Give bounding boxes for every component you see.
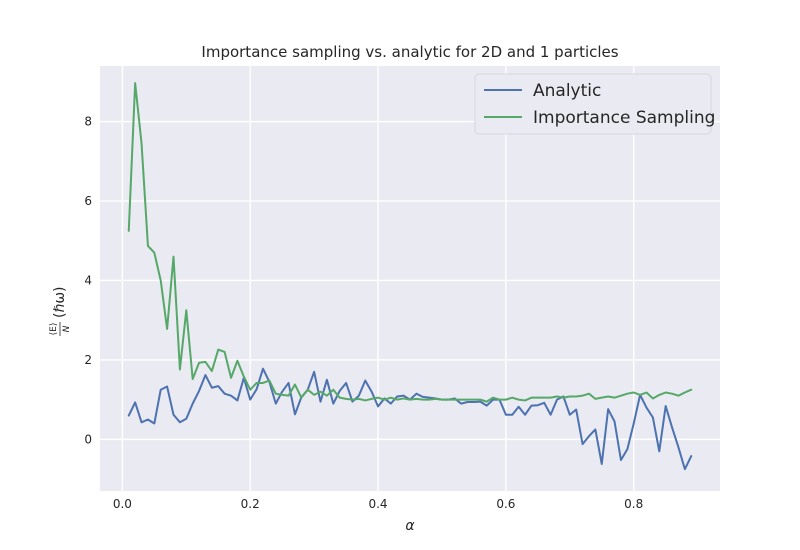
y-axis-label-unit: (ℏω) (52, 286, 68, 318)
series-layer (127, 82, 693, 471)
y-tick-label: 2 (84, 353, 92, 367)
x-tick-label: 0.4 (368, 497, 387, 511)
legend-box (474, 73, 712, 135)
legend-label-importance-sampling: Importance Sampling (533, 108, 715, 128)
y-tick-label: 4 (84, 273, 92, 287)
series-line-importance-sampling (127, 82, 693, 403)
y-axis-label: ⟨E⟩ N (ℏω) (49, 286, 72, 336)
y-tick-label: 8 (84, 115, 92, 129)
y-axis-label-denominator: N (62, 325, 72, 332)
x-tick-label: 0.8 (624, 497, 643, 511)
chart-title: Importance sampling vs. analytic for 2D … (201, 43, 618, 61)
x-tick-labels: 0.0 0.2 0.4 0.6 0.8 (113, 497, 643, 511)
grid (100, 66, 720, 491)
y-axis-label-numerator: ⟨E⟩ (49, 323, 59, 336)
y-tick-label: 0 (84, 432, 92, 446)
x-tick-label: 0.2 (241, 497, 260, 511)
x-tick-label: 0.0 (113, 497, 132, 511)
plot-area (100, 66, 720, 491)
y-tick-labels: 0 2 4 6 8 (84, 115, 92, 447)
y-tick-label: 6 (84, 194, 92, 208)
legend: Analytic Importance Sampling (474, 73, 715, 135)
x-axis-label: α (405, 518, 415, 534)
legend-label-analytic: Analytic (533, 81, 601, 101)
x-tick-label: 0.6 (496, 497, 515, 511)
